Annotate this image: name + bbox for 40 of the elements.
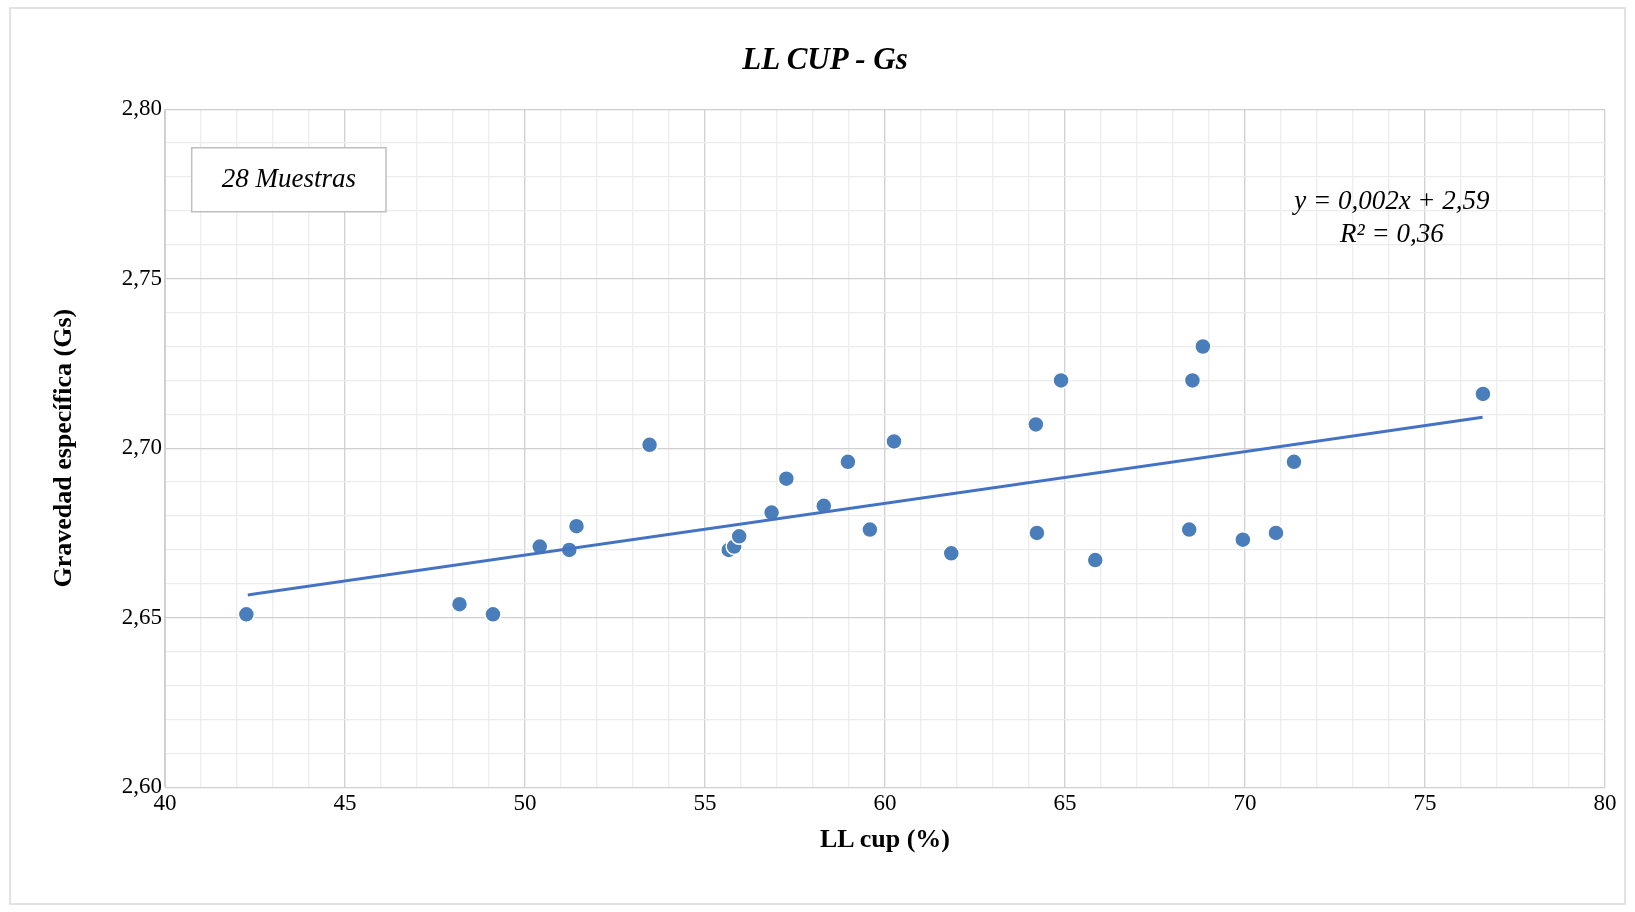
annotation: 28 Muestras — [221, 162, 356, 193]
point — [1028, 524, 1046, 542]
y-tick-label: 2,70 — [121, 434, 162, 460]
y-axis-title: Gravedad específica (Gs) — [48, 308, 78, 588]
point — [567, 517, 586, 535]
point — [730, 527, 748, 546]
point — [1234, 530, 1252, 549]
point — [1194, 337, 1212, 356]
y-tick-label: 2,65 — [121, 603, 162, 629]
point — [1027, 415, 1045, 434]
x-tick-label: 45 — [333, 790, 357, 816]
point — [1285, 453, 1303, 471]
x-tick-label: 65 — [1053, 790, 1077, 816]
chart-title: LL CUP - Gs — [741, 40, 908, 76]
point — [777, 469, 796, 488]
y-tick-label: 2,75 — [121, 264, 162, 290]
point — [1267, 524, 1285, 542]
point — [1183, 371, 1202, 390]
x-tick-label: 55 — [693, 790, 717, 816]
x-tick-label: 75 — [1413, 790, 1437, 816]
point — [839, 453, 857, 471]
x-tick-label: 60 — [873, 790, 897, 816]
x-axis-title: LL cup (%) — [819, 824, 951, 854]
point — [237, 605, 256, 624]
point — [885, 432, 903, 451]
point — [1180, 520, 1198, 539]
point — [1052, 371, 1070, 390]
x-tick-label: 70 — [1233, 790, 1257, 816]
point — [1086, 551, 1104, 569]
point — [942, 544, 960, 563]
x-tick-label: 50 — [513, 790, 537, 816]
annotation: y = 0,002x + 2,59 — [1291, 184, 1491, 215]
y-tick-label: 2,80 — [121, 95, 162, 121]
point — [484, 605, 502, 624]
point — [450, 595, 469, 613]
annotation: R² = 0,36 — [1339, 217, 1445, 248]
x-tick-label: 80 — [1593, 790, 1617, 816]
point — [640, 436, 659, 454]
point — [861, 520, 879, 539]
point — [1474, 385, 1492, 403]
